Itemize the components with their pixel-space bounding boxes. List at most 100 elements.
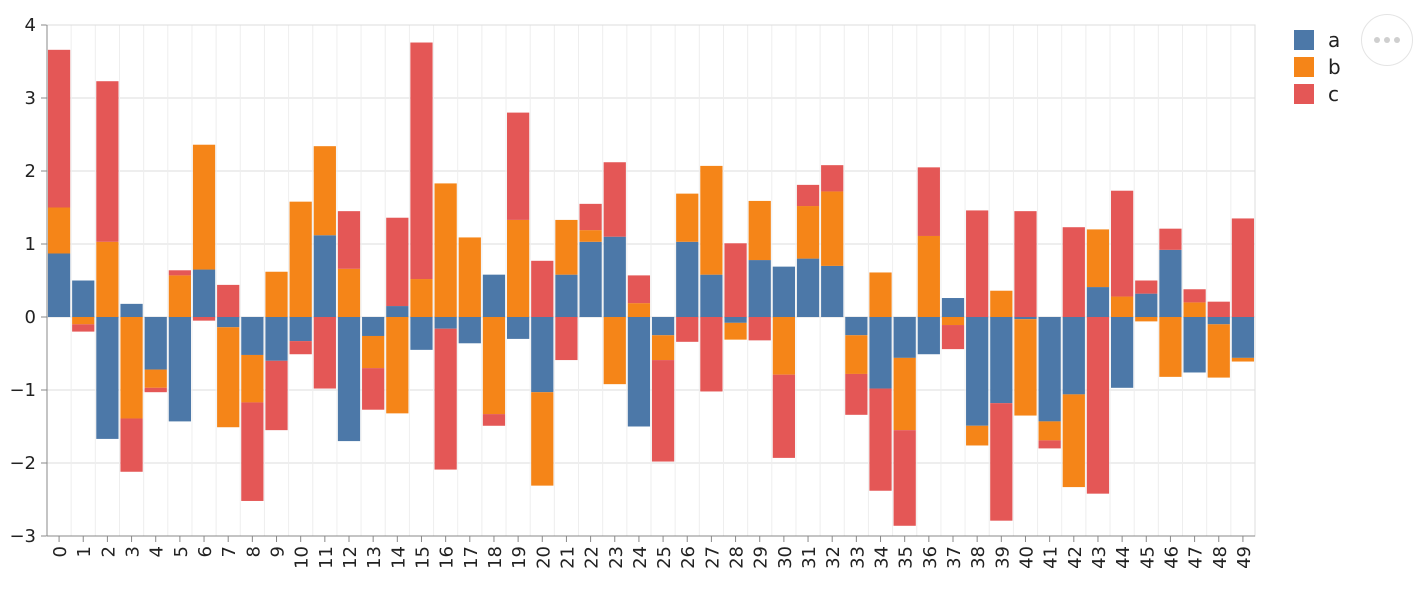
bar-a-34: [869, 317, 892, 389]
bar-c-18: [482, 414, 506, 426]
x-tick-label: 31: [799, 546, 820, 569]
bar-c-30: [772, 374, 795, 458]
more-options-button[interactable]: [1361, 14, 1413, 66]
x-tick-label: 17: [461, 546, 482, 569]
y-tick-label: −2: [9, 453, 36, 474]
bar-a-24: [627, 317, 651, 427]
y-tick-label: 4: [25, 15, 36, 36]
x-tick-label: 48: [1210, 546, 1231, 569]
bar-b-12: [337, 268, 361, 317]
x-tick-label: 8: [243, 546, 264, 557]
x-tick-labels: 0 1 2 3 4 5 6 7 8 9 10 11 12 13 14 15 16 17 18 19 20 21 22 23 24…: [50, 546, 1255, 569]
bar-b-25: [651, 335, 675, 361]
bar-c-47: [1183, 289, 1206, 303]
bar-b-44: [1111, 296, 1134, 317]
bar-c-41: [1038, 440, 1061, 449]
x-tick-label: 4: [147, 546, 168, 557]
bar-c-11: [313, 317, 336, 389]
bar-b-45: [1135, 317, 1158, 322]
x-tick-label: 15: [412, 546, 433, 569]
legend-label-a: a: [1328, 27, 1341, 52]
bar-a-15: [410, 317, 433, 350]
bar-a-12: [337, 317, 361, 442]
x-tick-label: 34: [872, 546, 893, 569]
x-tick-label: 29: [751, 546, 772, 569]
bar-b-32: [821, 191, 844, 266]
bar-b-24: [627, 303, 651, 317]
bar-a-25: [651, 317, 675, 336]
bar-a-11: [313, 235, 336, 317]
bar-c-37: [941, 325, 965, 350]
bar-a-35: [893, 317, 916, 358]
bar-c-39: [990, 403, 1013, 521]
x-tick-label: 21: [557, 546, 578, 569]
bar-b-22: [579, 230, 602, 242]
bar-c-36: [917, 167, 940, 236]
x-tick-label: 1: [74, 546, 95, 557]
bar-a-38: [966, 317, 989, 426]
bar-c-28: [724, 243, 747, 317]
y-tick-label: −1: [9, 380, 36, 401]
bar-a-4: [144, 317, 167, 370]
bar-c-16: [434, 328, 457, 470]
legend-swatch-c: [1294, 83, 1314, 104]
x-tick-label: 44: [1113, 546, 1134, 569]
bar-c-43: [1086, 317, 1110, 494]
bar-a-14: [386, 306, 409, 317]
bar-c-7: [217, 284, 240, 317]
bar-c-44: [1111, 190, 1134, 297]
bar-b-35: [893, 357, 916, 431]
y-tick-label: −3: [9, 526, 36, 547]
x-tick-label: 45: [1137, 546, 1158, 569]
bar-c-31: [796, 184, 820, 207]
bar-a-17: [458, 317, 481, 344]
bar-c-0: [47, 49, 71, 208]
bar-a-7: [217, 317, 240, 328]
x-tick-label: 28: [727, 546, 748, 569]
bar-b-39: [990, 290, 1013, 317]
bar-b-48: [1207, 324, 1230, 378]
x-tick-label: 36: [920, 546, 941, 569]
bar-b-2: [96, 241, 119, 317]
bar-a-28: [724, 317, 747, 323]
bar-a-49: [1231, 317, 1255, 358]
bar-b-9: [265, 271, 288, 317]
y-tick-label: 0: [25, 307, 36, 328]
bar-b-17: [458, 237, 481, 317]
bar-c-34: [869, 388, 892, 491]
x-tick-label: 9: [268, 546, 289, 557]
bar-c-1: [72, 324, 95, 332]
bar-a-39: [990, 317, 1013, 404]
x-tick-label: 6: [195, 546, 216, 557]
bar-a-44: [1111, 317, 1134, 388]
legend-swatch-a: [1294, 29, 1314, 50]
bar-b-11: [313, 146, 336, 236]
bar-b-41: [1038, 421, 1061, 441]
bar-b-19: [507, 219, 530, 317]
gridlines: [46, 24, 1256, 537]
x-tick-label: 42: [1065, 546, 1086, 569]
bar-c-4: [144, 387, 167, 393]
bar-c-40: [1014, 211, 1037, 317]
bar-c-3: [120, 418, 143, 472]
bar-b-38: [966, 425, 989, 446]
bar-a-47: [1183, 317, 1206, 373]
bar-c-25: [651, 360, 675, 462]
bar-c-19: [507, 112, 530, 220]
x-tick-label: 2: [98, 546, 119, 557]
bar-c-12: [337, 211, 361, 269]
more-horizontal-icon: [1374, 37, 1400, 43]
bar-c-22: [579, 203, 602, 231]
bar-a-46: [1159, 249, 1182, 317]
bar-b-7: [217, 327, 240, 428]
x-tick-label: 12: [340, 546, 361, 569]
bar-a-21: [555, 274, 578, 317]
y-tick-label: 2: [25, 161, 36, 182]
x-tick-label: 24: [630, 546, 651, 569]
y-tick-labels: −3 −2 −1 0 1 2 3 4: [9, 15, 36, 547]
bar-b-49: [1231, 357, 1255, 362]
bar-a-18: [482, 274, 506, 317]
bar-b-43: [1086, 229, 1110, 288]
bar-b-10: [289, 201, 312, 317]
